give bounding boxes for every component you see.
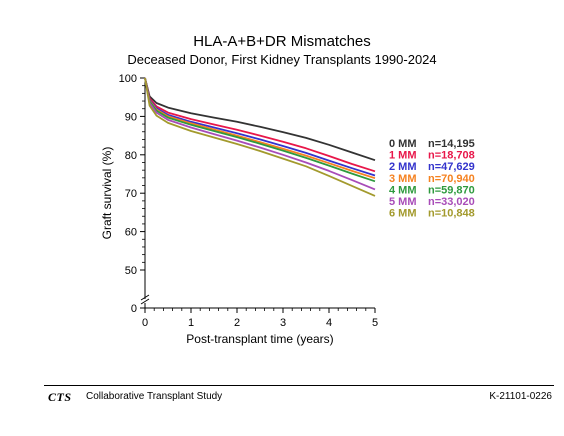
legend-series-count: n=14,195 — [428, 138, 475, 150]
y-tick-label: 60 — [125, 227, 137, 239]
series-line-4-mm — [144, 77, 376, 183]
ticks: 0 50 60 70 80 90 100 0 1 2 3 4 5 — [119, 73, 378, 329]
legend-series-name: 4 MM — [389, 184, 417, 196]
series-line-1-mm — [144, 77, 376, 173]
y-axis-label: Graft survival (%) — [100, 147, 114, 240]
legend-series-name: 2 MM — [389, 161, 417, 173]
y-tick-label: 50 — [125, 265, 137, 277]
legend-series-name: 6 MM — [389, 208, 417, 220]
chart-title: HLA-A+B+DR Mismatches — [193, 33, 371, 50]
legend: 0 MM n=14,195 1 MM n=18,708 2 MM n=47,629 3 MM… — [389, 138, 475, 220]
legend-series-name: 5 MM — [389, 196, 417, 208]
legend-series-count: n=47,629 — [428, 161, 475, 173]
legend-series-count: n=18,708 — [428, 150, 475, 162]
x-tick-label: 1 — [188, 317, 194, 329]
legend-series-name: 3 MM — [389, 173, 417, 185]
legend-series-name: 1 MM — [389, 150, 417, 162]
x-tick-label: 2 — [234, 317, 240, 329]
cts-logo: CTS — [48, 390, 72, 404]
x-tick-label: 0 — [142, 317, 148, 329]
y-tick-label: 70 — [125, 188, 137, 200]
y-tick-label: 0 — [131, 303, 137, 315]
chart-subtitle: Deceased Donor, First Kidney Transplants… — [127, 52, 436, 67]
legend-series-count: n=59,870 — [428, 184, 475, 196]
legend-series-count: n=70,940 — [428, 173, 475, 185]
y-tick-label: 90 — [125, 111, 137, 123]
y-axis-break-mark — [140, 298, 150, 305]
legend-series-name: 0 MM — [389, 138, 417, 150]
footer-chart-code: K-21101-0226 — [489, 391, 552, 402]
footer-organization: Collaborative Transplant Study — [86, 391, 223, 402]
x-tick-label: 4 — [326, 317, 332, 329]
series-lines — [144, 77, 376, 197]
footer: CTS Collaborative Transplant Study K-211… — [44, 385, 554, 404]
series-line-0-mm — [144, 77, 376, 162]
series-line-6-mm — [144, 77, 376, 197]
x-tick-label: 5 — [372, 317, 378, 329]
graft-survival-chart: HLA-A+B+DR Mismatches Deceased Donor, Fi… — [100, 33, 475, 346]
x-axis-label: Post-transplant time (years) — [186, 332, 333, 346]
y-tick-label: 100 — [119, 73, 137, 85]
series-line-3-mm — [144, 77, 376, 180]
y-tick-label: 80 — [125, 150, 137, 162]
series-line-5-mm — [144, 77, 376, 191]
axes — [140, 78, 375, 309]
legend-series-count: n=10,848 — [428, 208, 475, 220]
x-tick-label: 3 — [280, 317, 286, 329]
y-axis-break-mark — [140, 294, 150, 301]
legend-series-count: n=33,020 — [428, 196, 475, 208]
